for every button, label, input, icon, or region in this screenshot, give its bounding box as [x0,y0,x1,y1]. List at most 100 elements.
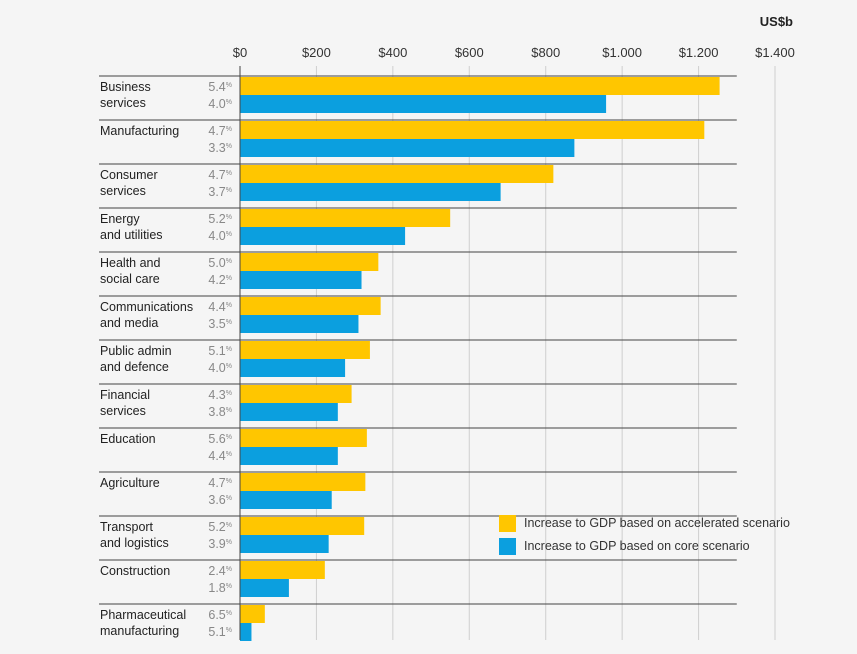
category-label: Financial [100,388,150,402]
growth-label: 3.3% [208,141,232,155]
category-label: Energy [100,212,140,226]
growth-percent-sign: % [226,627,232,634]
bar-core [240,447,338,465]
category-label: and media [100,316,158,330]
growth-label: 5.0% [208,256,232,270]
growth-label: 6.5% [208,608,232,622]
x-tick-label: $1.200 [679,45,719,60]
legend-label-accelerated: Increase to GDP based on accelerated sce… [524,516,790,530]
bar-accelerated [240,209,451,227]
legend: Increase to GDP based on accelerated sce… [499,514,790,560]
growth-percent-sign: % [226,363,232,370]
growth-percent-sign: % [226,187,232,194]
bar-accelerated [240,561,325,579]
category-label: services [100,184,146,198]
growth-label: 3.7% [208,185,232,199]
category-label: Agriculture [100,476,160,490]
bar-core [240,183,501,201]
growth-percent-sign: % [226,495,232,502]
category-label: social care [100,272,160,286]
bar-accelerated [240,253,379,271]
growth-label: 4.4% [208,449,232,463]
bar-accelerated [240,605,265,623]
growth-label: 4.7% [208,124,232,138]
bar-accelerated [240,165,554,183]
category-label: Transport [100,520,154,534]
growth-label: 4.0% [208,229,232,243]
bar-accelerated [240,341,370,359]
x-tick-label: $1.000 [602,45,642,60]
growth-percent-sign: % [226,143,232,150]
category-label: manufacturing [100,624,179,638]
x-tick-label: $600 [455,45,484,60]
growth-percent-sign: % [226,566,232,573]
growth-label: 2.4% [208,564,232,578]
category-label: and logistics [100,536,169,550]
growth-label: 4.2% [208,273,232,287]
legend-item-core: Increase to GDP based on core scenario [499,537,790,555]
category-label: Education [100,432,156,446]
bar-accelerated [240,385,352,403]
category-label: services [100,96,146,110]
growth-label: 3.9% [208,537,232,551]
growth-percent-sign: % [226,126,232,133]
growth-percent-sign: % [226,434,232,441]
growth-percent-sign: % [226,478,232,485]
category-label: Pharmaceutical [100,608,186,622]
bar-accelerated [240,77,720,95]
growth-percent-sign: % [226,390,232,397]
growth-label: 1.8% [208,581,232,595]
bar-core [240,623,252,641]
category-label: and utilities [100,228,163,242]
category-label: services [100,404,146,418]
x-tick-label: $0 [233,45,247,60]
growth-label: 4.7% [208,476,232,490]
legend-item-accelerated: Increase to GDP based on accelerated sce… [499,514,790,532]
growth-label: 3.6% [208,493,232,507]
category-label: and defence [100,360,169,374]
category-label: Communications [100,300,193,314]
growth-percent-sign: % [226,346,232,353]
category-label: Manufacturing [100,124,179,138]
bar-core [240,359,346,377]
growth-percent-sign: % [226,407,232,414]
growth-percent-sign: % [226,522,232,529]
x-tick-label: $1.400 [755,45,795,60]
growth-percent-sign: % [226,583,232,590]
category-label: Consumer [100,168,158,182]
x-tick-label: $400 [378,45,407,60]
bar-accelerated [240,473,366,491]
category-label: Construction [100,564,170,578]
growth-percent-sign: % [226,539,232,546]
growth-label: 5.2% [208,212,232,226]
bar-core [240,95,607,113]
growth-label: 4.4% [208,300,232,314]
unit-label: US$b [759,14,793,29]
legend-label-core: Increase to GDP based on core scenario [524,539,750,553]
growth-percent-sign: % [226,319,232,326]
growth-percent-sign: % [226,275,232,282]
growth-percent-sign: % [226,610,232,617]
bar-core [240,579,289,597]
bar-core [240,139,575,157]
bar-accelerated [240,121,705,139]
growth-label: 5.1% [208,625,232,639]
legend-swatch-accelerated [499,514,516,532]
category-label: Business [100,80,151,94]
growth-label: 4.3% [208,388,232,402]
growth-percent-sign: % [226,451,232,458]
category-label: Public admin [100,344,172,358]
bar-core [240,535,329,553]
growth-percent-sign: % [226,99,232,106]
category-label: Health and [100,256,161,270]
growth-percent-sign: % [226,231,232,238]
bar-core [240,271,362,289]
growth-percent-sign: % [226,82,232,89]
growth-percent-sign: % [226,214,232,221]
growth-label: 5.6% [208,432,232,446]
bar-accelerated [240,429,367,447]
growth-label: 5.4% [208,80,232,94]
x-tick-label: $200 [302,45,331,60]
bar-core [240,491,332,509]
